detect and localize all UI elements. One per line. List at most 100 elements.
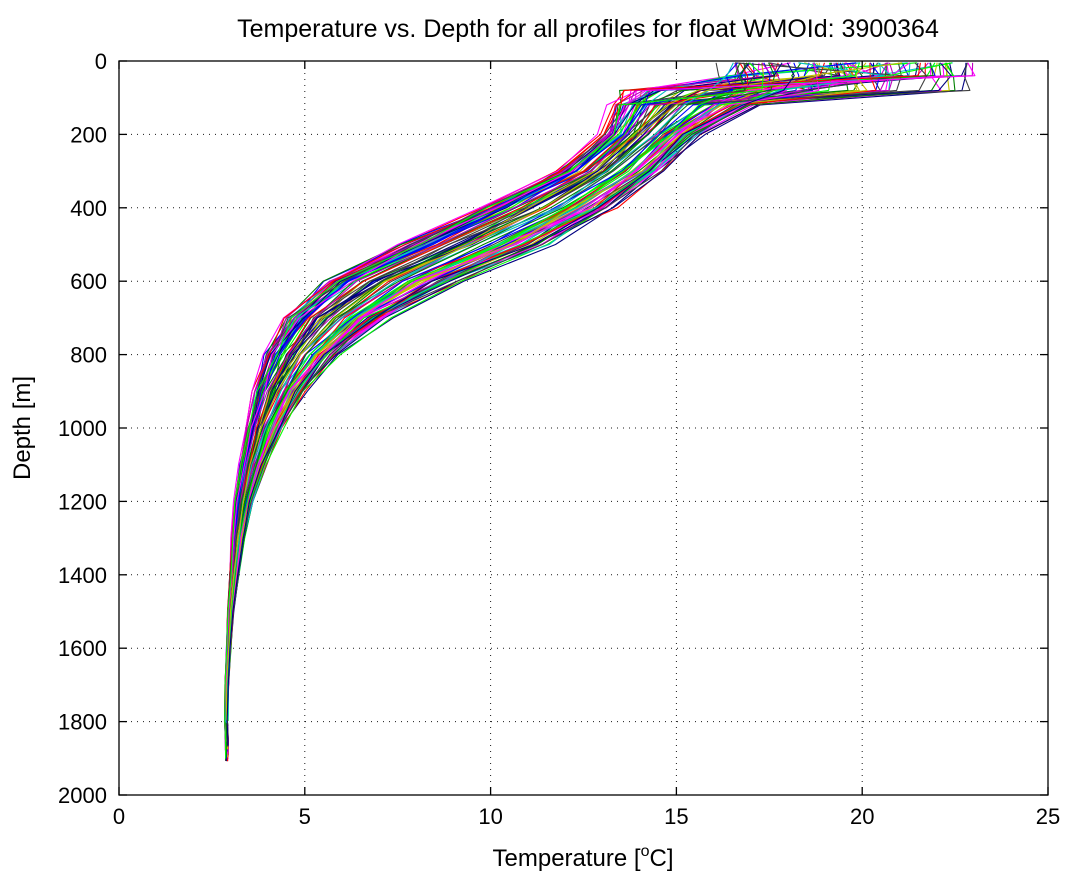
grid-lines <box>119 61 1048 795</box>
profile-line <box>224 62 855 727</box>
profile-line <box>226 62 877 744</box>
x-tick-label: 15 <box>664 804 688 829</box>
profile-line <box>225 62 839 762</box>
profile-line <box>226 62 838 751</box>
profile-line <box>225 62 875 754</box>
profile-line <box>226 62 853 746</box>
profile-line <box>225 62 840 743</box>
profile-line <box>224 62 888 724</box>
y-tick-label: 1800 <box>58 710 107 735</box>
profile-line <box>225 62 971 754</box>
profile-line <box>224 62 773 746</box>
profile-line <box>226 62 800 745</box>
profile-line <box>225 62 849 719</box>
profile-line <box>226 62 771 740</box>
y-tick-label: 600 <box>70 269 107 294</box>
y-axis-label: Depth [m] <box>9 376 36 480</box>
profile-line <box>224 62 779 723</box>
y-tick-label: 1200 <box>58 489 107 514</box>
x-axis-label: Temperature [oC] <box>493 843 674 872</box>
profile-line <box>223 62 751 744</box>
profile-line <box>227 62 838 719</box>
profile-line <box>227 62 885 720</box>
profile-line <box>226 62 832 718</box>
profile-line <box>224 62 806 745</box>
profile-line <box>224 62 814 730</box>
x-tick-label: 10 <box>478 804 502 829</box>
profile-line <box>224 62 764 759</box>
profile-line <box>225 62 881 752</box>
profile-line <box>224 62 936 719</box>
y-tick-label: 0 <box>95 49 107 74</box>
x-tick-label: 0 <box>113 804 125 829</box>
profile-line <box>224 62 783 739</box>
profile-line <box>226 62 816 750</box>
profile-line <box>225 62 854 753</box>
profile-line <box>224 62 895 740</box>
profile-line <box>225 62 739 727</box>
profile-line <box>224 62 974 753</box>
profile-line <box>224 62 861 731</box>
profile-line <box>225 62 778 735</box>
profile-line <box>225 62 824 729</box>
profile-line <box>224 62 841 719</box>
profile-line <box>226 62 860 715</box>
profile-line <box>224 62 881 738</box>
profile-line <box>225 62 818 747</box>
profile-line <box>226 62 891 735</box>
profile-line <box>225 62 833 717</box>
profile-line <box>227 62 817 721</box>
profile-line <box>224 62 741 762</box>
profile-line <box>225 62 888 719</box>
profile-line <box>226 62 786 759</box>
profile-line <box>225 62 840 738</box>
profile-line <box>225 62 903 721</box>
profile-line <box>224 62 755 751</box>
profile-line <box>226 62 904 726</box>
profile-line <box>226 62 826 762</box>
profile-line <box>226 62 820 758</box>
profile-line <box>226 62 858 734</box>
profile-line <box>225 62 882 740</box>
profile-line <box>225 62 857 718</box>
profile-line <box>227 62 788 716</box>
y-tick-label: 200 <box>70 122 107 147</box>
profile-line <box>224 62 823 758</box>
profile-line <box>224 62 791 723</box>
profile-line <box>226 62 860 737</box>
profile-line <box>224 62 976 742</box>
profile-line <box>226 62 795 746</box>
y-tick-labels: 0 200 400 600 800 1000 1200 1400 1600 1800 2000 <box>58 49 107 808</box>
profile-line <box>225 62 776 755</box>
profile-line <box>224 62 849 751</box>
y-tick-label: 400 <box>70 196 107 221</box>
profile-line <box>224 62 857 747</box>
axis-ticks <box>118 60 1049 796</box>
x-tick-label: 20 <box>850 804 874 829</box>
profile-line <box>226 62 890 754</box>
y-tick-label: 1600 <box>58 636 107 661</box>
y-tick-label: 1400 <box>58 563 107 588</box>
x-tick-labels: 0 5 10 15 20 25 <box>113 804 1060 829</box>
profile-line <box>226 62 846 762</box>
profile-line <box>226 62 820 740</box>
profile-line <box>226 62 878 755</box>
profile-line <box>226 62 868 750</box>
profile-line <box>224 62 856 728</box>
profile-line <box>225 62 765 749</box>
x-tick-label: 5 <box>299 804 311 829</box>
y-tick-label: 2000 <box>58 783 107 808</box>
profile-line <box>224 62 780 755</box>
profile-lines <box>223 62 976 762</box>
profile-line <box>226 62 889 722</box>
profile-line <box>226 62 888 743</box>
chart-title: Temperature vs. Depth for all profiles f… <box>237 15 939 43</box>
profile-line <box>225 62 749 734</box>
x-tick-label: 25 <box>1036 804 1060 829</box>
y-tick-label: 800 <box>70 343 107 368</box>
profile-line <box>226 62 956 719</box>
y-tick-label: 1000 <box>58 416 107 441</box>
profile-line <box>226 62 809 757</box>
profile-line <box>225 62 863 745</box>
